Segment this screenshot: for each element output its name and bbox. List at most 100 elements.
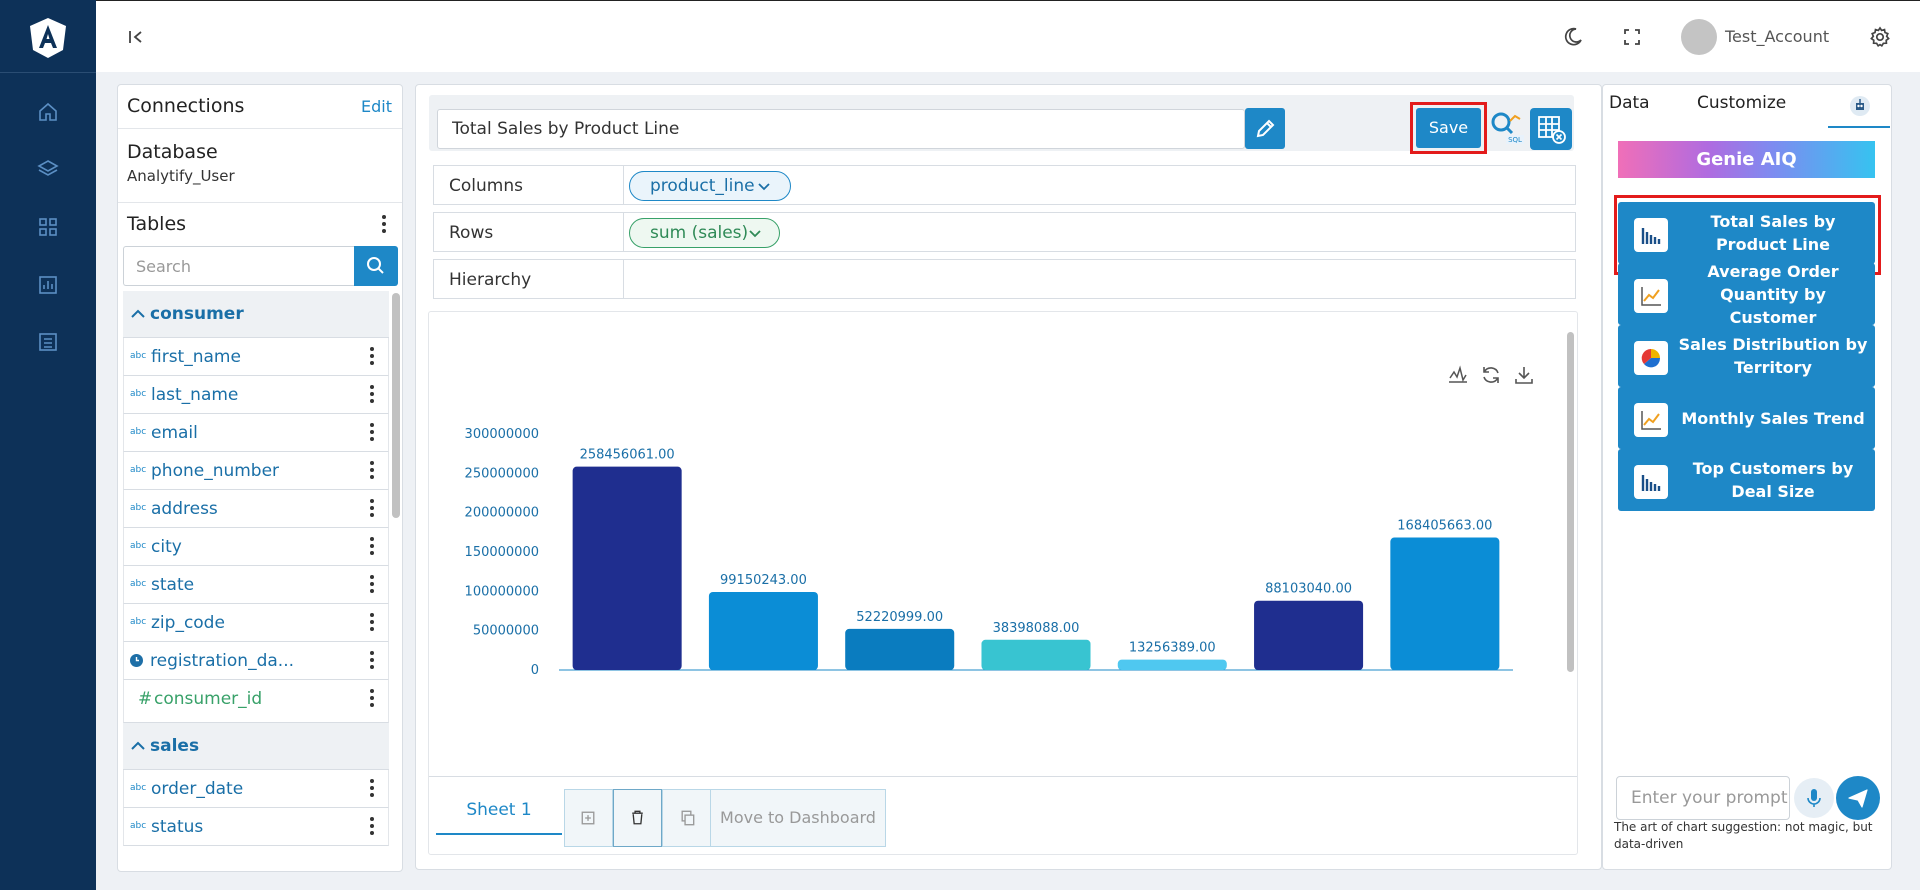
chart-title-input[interactable] [437, 109, 1245, 149]
field-name: state [151, 575, 195, 595]
columns-shelf[interactable]: Columns product_line [433, 165, 1576, 205]
suggestion-label: Monthly Sales Trend [1681, 408, 1865, 428]
field-name: address [151, 499, 218, 519]
bar [1117, 659, 1227, 670]
settings-gear-icon[interactable] [1868, 25, 1892, 49]
app-logo[interactable] [26, 16, 70, 60]
field-menu-icon[interactable] [370, 461, 374, 479]
field-row[interactable]: abc email [123, 414, 389, 452]
bar [845, 628, 955, 670]
collapse-sidebar-icon[interactable] [126, 27, 146, 47]
field-menu-icon[interactable] [370, 651, 374, 669]
y-tick-label: 150000000 [465, 545, 539, 560]
dashboard-grid-icon[interactable] [36, 215, 60, 239]
field-name: first_name [151, 347, 241, 367]
bar-chart-icon [1634, 218, 1668, 252]
table-search-input[interactable] [123, 246, 354, 286]
field-row[interactable]: abc address [123, 490, 389, 528]
table-group-sales[interactable]: sales [123, 723, 389, 770]
field-menu-icon[interactable] [370, 423, 374, 441]
chart-scrollbar[interactable] [1567, 332, 1574, 672]
list-icon[interactable] [36, 330, 60, 354]
chart-area: 300000000 250000000 200000000 150000000 1000… [428, 311, 1578, 855]
table-view-button[interactable] [1530, 108, 1572, 150]
sheet-bar: Sheet 1 Move to Dashboard [429, 776, 1577, 854]
field-row[interactable]: abc order_date [123, 770, 389, 808]
y-tick-label: 250000000 [465, 466, 539, 481]
prompt-input[interactable] [1616, 776, 1790, 820]
field-row[interactable]: registration_da... [123, 642, 389, 680]
duplicate-sheet-button[interactable] [662, 789, 711, 847]
field-row[interactable]: abc first_name [123, 338, 389, 376]
search-button[interactable] [354, 246, 398, 286]
rows-pill-label: sum (sales) [650, 223, 749, 243]
field-menu-icon[interactable] [370, 779, 374, 797]
sql-icon[interactable]: SQL [1488, 109, 1526, 147]
avatar[interactable] [1681, 19, 1717, 55]
fullscreen-icon[interactable] [1620, 25, 1644, 49]
text-type-icon: abc [130, 351, 147, 361]
suggestion-card[interactable]: Total Sales by Product Line [1618, 202, 1875, 264]
tree-scrollbar[interactable] [392, 293, 400, 871]
tab-customize[interactable]: Customize [1697, 93, 1787, 113]
add-sheet-button[interactable] [564, 789, 613, 847]
chart-editor: Save SQL Columns product_line Rows sum (… [415, 84, 1602, 870]
dark-mode-icon[interactable] [1561, 25, 1585, 49]
field-name: registration_da... [150, 651, 295, 671]
field-row[interactable]: abc state [123, 566, 389, 604]
field-row[interactable]: abc city [123, 528, 389, 566]
tree-scrollbar-thumb[interactable] [392, 293, 400, 518]
bar [572, 466, 682, 670]
field-menu-icon[interactable] [370, 499, 374, 517]
data-label: 168405663.00 [1397, 519, 1492, 534]
rows-pill[interactable]: sum (sales) [629, 218, 780, 248]
field-menu-icon[interactable] [370, 347, 374, 365]
suggestion-card[interactable]: Average Order Quantity by Customer [1618, 262, 1875, 327]
tab-ai-assistant[interactable] [1828, 86, 1890, 128]
layers-icon[interactable] [36, 157, 60, 181]
text-type-icon: abc [130, 579, 147, 589]
chart-icon[interactable] [36, 273, 60, 297]
line-chart-toggle-icon[interactable] [1447, 364, 1469, 386]
tagline: The art of chart suggestion: not magic, … [1614, 820, 1873, 851]
field-row[interactable]: abc status [123, 808, 389, 846]
columns-pill[interactable]: product_line [629, 171, 791, 201]
hierarchy-shelf[interactable]: Hierarchy [433, 259, 1576, 299]
rows-shelf[interactable]: Rows sum (sales) [433, 212, 1576, 252]
account-name[interactable]: Test_Account [1725, 27, 1830, 46]
field-row[interactable]: abc phone_number [123, 452, 389, 490]
field-menu-icon[interactable] [370, 689, 374, 707]
suggestion-card[interactable]: Monthly Sales Trend [1618, 387, 1875, 449]
text-type-icon: abc [130, 783, 147, 793]
suggestion-card[interactable]: Top Customers by Deal Size [1618, 449, 1875, 511]
sheet-tab[interactable]: Sheet 1 [436, 789, 562, 835]
field-row[interactable]: abc last_name [123, 376, 389, 414]
tab-data[interactable]: Data [1609, 93, 1650, 113]
delete-sheet-button[interactable] [613, 789, 662, 847]
field-menu-icon[interactable] [370, 817, 374, 835]
field-row[interactable]: abc zip_code [123, 604, 389, 642]
field-menu-icon[interactable] [370, 575, 374, 593]
suggestion-label: Top Customers by Deal Size [1692, 459, 1854, 501]
tables-menu-icon[interactable] [382, 215, 386, 233]
download-icon[interactable] [1513, 364, 1535, 386]
suggestion-card[interactable]: Sales Distribution by Territory [1618, 325, 1875, 387]
home-icon[interactable] [36, 100, 60, 124]
y-tick-label: 200000000 [465, 506, 539, 521]
field-menu-icon[interactable] [370, 537, 374, 555]
edit-title-button[interactable] [1245, 108, 1285, 149]
edit-connections-link[interactable]: Edit [361, 97, 392, 116]
field-menu-icon[interactable] [370, 613, 374, 631]
table-name: sales [150, 736, 200, 756]
save-button[interactable]: Save [1416, 108, 1481, 148]
field-row[interactable]: # consumer_id [123, 680, 389, 723]
microphone-icon[interactable] [1794, 778, 1834, 818]
field-name: order_date [151, 779, 244, 799]
table-group-consumer[interactable]: consumer [123, 291, 389, 338]
send-icon[interactable] [1836, 776, 1880, 820]
top-bar: Test_Account [96, 0, 1920, 72]
field-menu-icon[interactable] [370, 385, 374, 403]
text-type-icon: abc [130, 541, 147, 551]
move-to-dashboard-button[interactable]: Move to Dashboard [710, 789, 886, 847]
refresh-icon[interactable] [1480, 364, 1502, 386]
